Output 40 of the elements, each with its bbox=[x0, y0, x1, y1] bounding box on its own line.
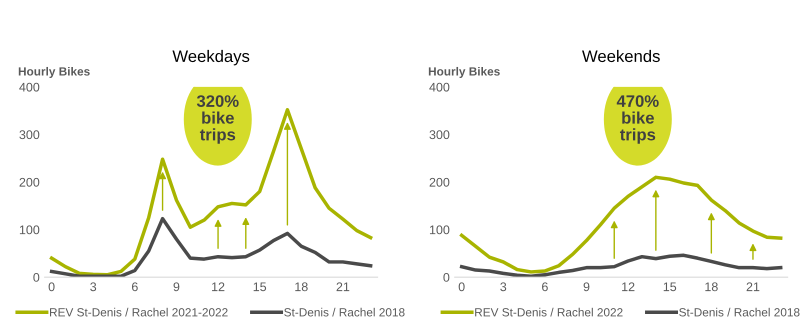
y-tick-label: 200 bbox=[430, 178, 450, 187]
x-tick-label: 15 bbox=[254, 282, 266, 292]
x-tick-label: 21 bbox=[336, 282, 350, 292]
annotation: 470% bike trips bbox=[616, 95, 659, 144]
legend-label: St-Denis / Rachel 2018 bbox=[284, 308, 405, 316]
x-tick-label: 18 bbox=[705, 282, 718, 292]
chart-title: Weekends bbox=[582, 50, 660, 62]
y-tick-label: 100 bbox=[20, 225, 40, 234]
y-tick-label: 300 bbox=[19, 130, 40, 140]
y-axis-title: Hourly Bikes bbox=[428, 66, 500, 78]
y-tick-label: 0 bbox=[443, 272, 450, 282]
y-tick-label: 400 bbox=[429, 82, 450, 92]
line-series bbox=[50, 216, 372, 278]
y-tick-label: 100 bbox=[430, 225, 450, 234]
x-tick-label: 3 bbox=[500, 282, 506, 292]
x-tick-label: 3 bbox=[90, 282, 96, 292]
y-axis-title: Hourly Bikes bbox=[18, 66, 90, 78]
x-tick-label: 6 bbox=[542, 282, 548, 292]
x-tick-label: 0 bbox=[458, 282, 465, 292]
x-tick-label: 0 bbox=[48, 282, 55, 292]
y-tick-label: 400 bbox=[19, 82, 40, 92]
x-tick-label: 9 bbox=[174, 282, 180, 292]
y-tick-label: 300 bbox=[429, 130, 450, 140]
x-tick-label: 9 bbox=[584, 282, 590, 292]
line-series bbox=[460, 176, 782, 274]
x-tick-label: 6 bbox=[132, 282, 138, 292]
x-tick-label: 12 bbox=[212, 282, 224, 292]
y-tick-label: 0 bbox=[33, 272, 40, 282]
x-tick-label: 18 bbox=[295, 282, 308, 292]
annotation: 320% bike trips bbox=[196, 95, 239, 144]
legend-label: REV St-Denis / Rachel 2021-2022 bbox=[50, 308, 228, 316]
y-tick-label: 200 bbox=[20, 178, 40, 187]
line-series bbox=[50, 108, 372, 277]
x-tick-label: 12 bbox=[622, 282, 634, 292]
x-tick-label: 15 bbox=[664, 282, 676, 292]
chart-title: Weekdays bbox=[172, 50, 250, 66]
x-tick-label: 21 bbox=[746, 282, 760, 292]
line-series bbox=[460, 254, 782, 278]
legend-label: REV St-Denis / Rachel 2022 bbox=[475, 308, 623, 316]
legend-label: St-Denis / Rachel 2018 bbox=[679, 308, 800, 316]
